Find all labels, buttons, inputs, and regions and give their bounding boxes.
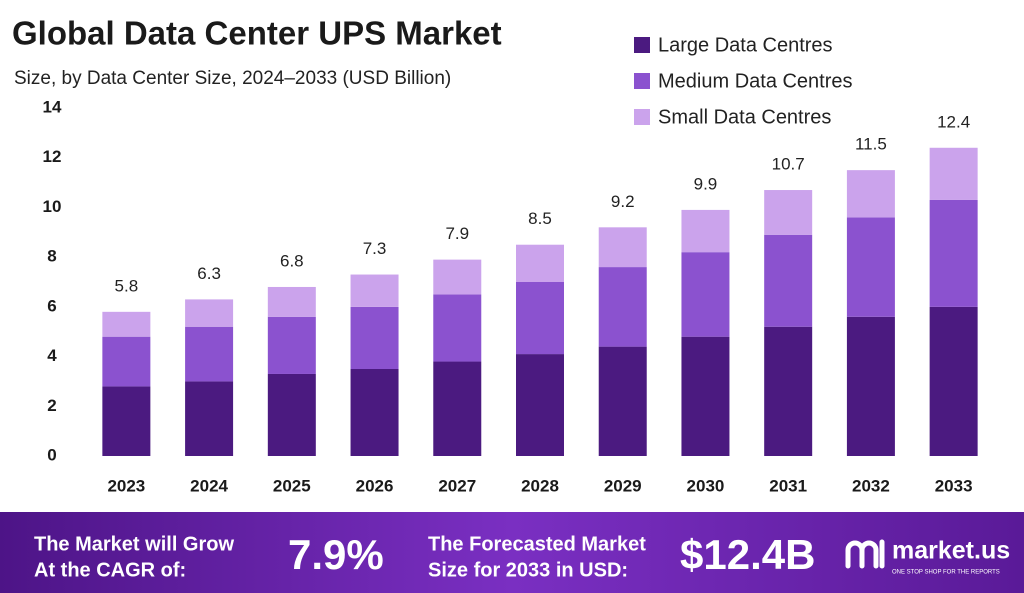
y-tick-label: 10 [43, 197, 62, 216]
legend-swatch [634, 109, 650, 125]
total-label: 10.7 [772, 155, 805, 174]
total-label: 6.3 [197, 264, 221, 283]
bar-segment [846, 170, 895, 218]
bar-segment [185, 299, 234, 327]
x-tick-label: 2029 [604, 476, 642, 495]
x-tick-label: 2025 [273, 476, 311, 495]
y-tick-label: 12 [43, 147, 62, 166]
bar-segment [681, 209, 730, 253]
forecast-text: The Forecasted Market [428, 533, 646, 555]
bar-segment [350, 274, 399, 307]
total-label: 6.8 [280, 251, 304, 270]
bar-segment [433, 294, 482, 362]
x-tick-label: 2026 [356, 476, 394, 495]
bar-segment [516, 354, 564, 456]
bar-segment [267, 316, 316, 374]
y-tick-label: 14 [43, 97, 62, 116]
legend-label: Medium Data Centres [658, 70, 853, 92]
forecast-value: $12.4B [680, 531, 815, 578]
bar-segment [764, 234, 813, 327]
total-label: 7.3 [363, 239, 387, 258]
x-tick-label: 2031 [769, 476, 807, 495]
chart-subtitle: Size, by Data Center Size, 2024–2033 (US… [14, 68, 451, 89]
x-tick-label: 2030 [687, 476, 725, 495]
brand-tagline: ONE STOP SHOP FOR THE REPORTS [892, 570, 1000, 576]
y-tick-label: 0 [47, 445, 56, 464]
total-label: 9.9 [694, 174, 718, 193]
cagr-value: 7.9% [288, 531, 384, 578]
forecast-text: Size for 2033 in USD: [428, 559, 628, 581]
bar-segment [350, 306, 399, 369]
x-tick-label: 2024 [190, 476, 228, 495]
x-tick-label: 2032 [852, 476, 890, 495]
bar-segment [681, 252, 730, 337]
y-tick-label: 6 [47, 296, 56, 315]
y-tick-label: 2 [47, 396, 56, 415]
total-label: 8.5 [528, 209, 552, 228]
x-tick-label: 2023 [107, 476, 145, 495]
bar-segment [681, 336, 730, 456]
bar-segment [267, 286, 316, 317]
legend-swatch [634, 37, 650, 53]
bar-segment [350, 369, 399, 456]
bar-segment [846, 316, 895, 456]
bar-segment [102, 336, 151, 387]
bar-segment [764, 326, 813, 456]
legend-label: Large Data Centres [658, 34, 833, 56]
bar-segment [102, 386, 151, 456]
y-tick-label: 4 [47, 346, 57, 365]
bar-segment [267, 373, 316, 456]
brand: market.us [892, 537, 1010, 565]
bar-segment [846, 217, 895, 317]
x-tick-label: 2027 [438, 476, 476, 495]
bar-segment [516, 282, 564, 355]
bar-segment [598, 227, 647, 268]
legend-swatch [634, 73, 650, 89]
bar-segment [516, 244, 564, 282]
bar-segment [185, 381, 234, 456]
bar-segment [102, 311, 151, 337]
bar-segment [598, 267, 647, 347]
x-tick-label: 2033 [935, 476, 973, 495]
bar-segment [433, 259, 482, 295]
legend-label: Small Data Centres [658, 106, 831, 128]
footer-banner [0, 512, 1024, 593]
total-label: 9.2 [611, 192, 635, 211]
bar-segment [185, 326, 234, 382]
cagr-text: At the CAGR of: [34, 559, 186, 581]
brand-logo [845, 539, 885, 569]
chart-title: Global Data Center UPS Market [12, 15, 502, 52]
bar-segment [929, 199, 978, 307]
total-label: 5.8 [115, 276, 139, 295]
x-tick-label: 2028 [521, 476, 559, 495]
bar-segment [929, 147, 978, 200]
total-label: 11.5 [855, 135, 887, 154]
total-label: 12.4 [937, 112, 970, 131]
y-tick-label: 8 [47, 247, 56, 266]
total-label: 7.9 [445, 224, 469, 243]
cagr-text: The Market will Grow [34, 533, 234, 555]
bar-segment [764, 190, 813, 235]
bar-segment [433, 361, 482, 456]
bar-segment [598, 346, 647, 456]
bar-segment [929, 306, 978, 456]
